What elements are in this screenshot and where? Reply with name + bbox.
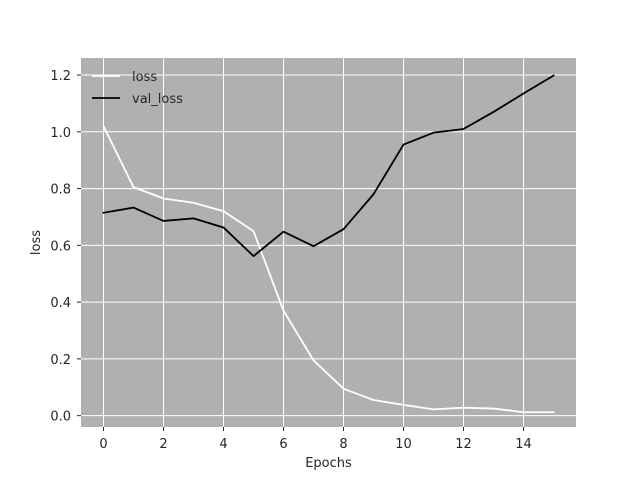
y-tick-label: 0.6 [50, 239, 71, 254]
legend-label: loss [132, 70, 157, 85]
y-tick-label: 0.8 [50, 183, 71, 198]
legend: loss val_loss [92, 70, 183, 107]
x-tick-label: 4 [219, 437, 227, 452]
y-tick-label: 0.0 [50, 410, 71, 425]
legend-label: val_loss [132, 92, 183, 107]
x-tick-label: 6 [279, 437, 287, 452]
y-axis-label: loss [29, 230, 44, 255]
series-lines [102, 74, 555, 414]
x-axis-ticks: 0 2 4 6 8 10 12 14 [99, 427, 532, 452]
plot-area [81, 58, 576, 427]
y-tick-label: 1.0 [50, 126, 71, 141]
series-line-loss [102, 124, 555, 414]
y-tick-label: 1.2 [50, 69, 71, 84]
grid [81, 58, 576, 427]
x-tick-label: 12 [455, 437, 472, 452]
x-tick-label: 0 [99, 437, 107, 452]
x-tick-label: 2 [159, 437, 167, 452]
y-axis-ticks: 0.0 0.2 0.4 0.6 0.8 1.0 1.2 [50, 69, 81, 425]
x-axis-label: Epochs [305, 456, 352, 471]
x-tick-label: 8 [339, 437, 347, 452]
series-line-val-loss [102, 74, 555, 258]
x-tick-label: 14 [515, 437, 532, 452]
y-tick-label: 0.2 [50, 353, 71, 368]
y-tick-label: 0.4 [50, 296, 71, 311]
x-tick-label: 10 [395, 437, 412, 452]
